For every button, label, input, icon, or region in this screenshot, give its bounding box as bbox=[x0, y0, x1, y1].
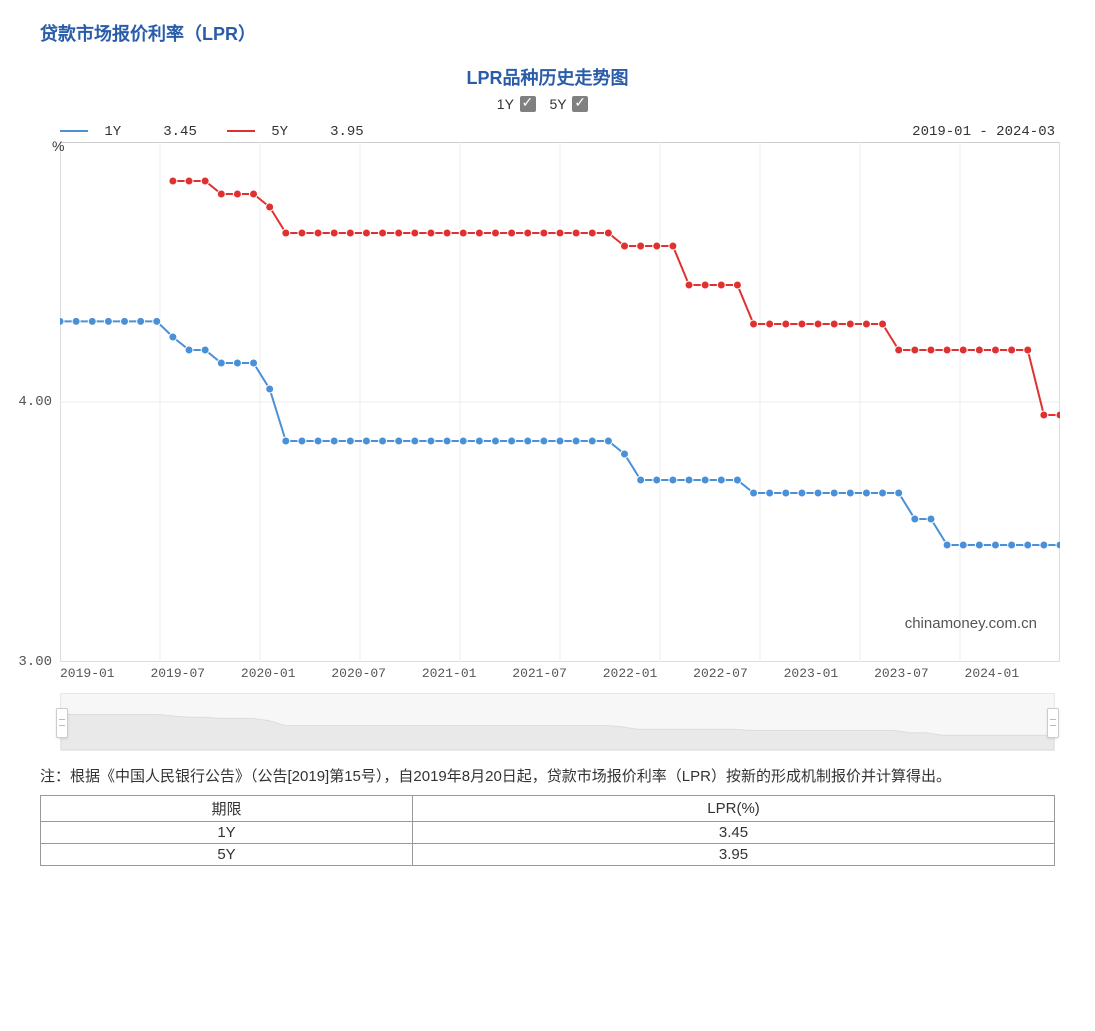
legend-value-5y: 3.95 bbox=[330, 124, 364, 140]
y-tick-label: 3.00 bbox=[18, 654, 60, 670]
toggle-1y-checkbox[interactable] bbox=[520, 96, 536, 112]
x-tick-label: 2020-01 bbox=[241, 666, 331, 681]
x-tick-label: 2019-01 bbox=[60, 666, 150, 681]
x-tick-label: 2023-01 bbox=[784, 666, 874, 681]
line-chart-svg bbox=[60, 142, 1060, 662]
x-tick-label: 2021-01 bbox=[422, 666, 512, 681]
table-row: 1Y3.45 bbox=[41, 822, 1055, 844]
x-tick-label: 2024-01 bbox=[965, 666, 1055, 681]
navigator-handle-right[interactable] bbox=[1047, 708, 1059, 738]
table-row: 5Y3.95 bbox=[41, 844, 1055, 866]
table-cell: 3.95 bbox=[413, 844, 1055, 866]
legend-swatch-5y bbox=[227, 130, 255, 132]
watermark: chinamoney.com.cn bbox=[905, 615, 1037, 632]
table-cell: 3.45 bbox=[413, 822, 1055, 844]
chart-area[interactable]: % 3.004.00 chinamoney.com.cn bbox=[60, 142, 1055, 662]
x-tick-label: 2022-07 bbox=[693, 666, 783, 681]
range-navigator[interactable] bbox=[60, 693, 1055, 751]
y-axis-unit: % bbox=[52, 138, 64, 154]
navigator-handle-left[interactable] bbox=[56, 708, 68, 738]
lpr-table: 期限LPR(%) 1Y3.455Y3.95 bbox=[40, 795, 1055, 866]
table-cell: 5Y bbox=[41, 844, 413, 866]
toggle-5y-label[interactable]: 5Y bbox=[549, 96, 566, 112]
chart-header-row: 1Y 3.45 5Y 3.95 2019-01 - 2024-03 bbox=[60, 124, 1055, 140]
date-range-label: 2019-01 - 2024-03 bbox=[912, 124, 1055, 140]
legend-toggles: 1Y 5Y bbox=[30, 96, 1065, 112]
x-tick-label: 2019-07 bbox=[150, 666, 240, 681]
legend-swatch-1y bbox=[60, 130, 88, 132]
chart-title: LPR品种历史走势图 bbox=[30, 64, 1065, 90]
table-header: 期限 bbox=[41, 796, 413, 822]
toggle-1y-label[interactable]: 1Y bbox=[497, 96, 514, 112]
legend-value-1y: 3.45 bbox=[163, 124, 197, 140]
x-tick-label: 2021-07 bbox=[512, 666, 602, 681]
x-tick-label: 2023-07 bbox=[874, 666, 964, 681]
footnote: 注：根据《中国人民银行公告》（公告[2019]第15号），自2019年8月20日… bbox=[40, 765, 1055, 789]
y-tick-label: 4.00 bbox=[18, 394, 60, 410]
x-axis-ticks: 2019-012019-072020-012020-072021-012021-… bbox=[60, 666, 1055, 681]
x-tick-label: 2020-07 bbox=[331, 666, 421, 681]
x-tick-label: 2022-01 bbox=[603, 666, 693, 681]
legend-label-1y: 1Y bbox=[104, 124, 121, 140]
table-cell: 1Y bbox=[41, 822, 413, 844]
page-title: 贷款市场报价利率（LPR） bbox=[40, 20, 1065, 46]
navigator-sparkline bbox=[61, 694, 1054, 750]
toggle-5y-checkbox[interactable] bbox=[572, 96, 588, 112]
legend-label-5y: 5Y bbox=[271, 124, 288, 140]
table-header: LPR(%) bbox=[413, 796, 1055, 822]
